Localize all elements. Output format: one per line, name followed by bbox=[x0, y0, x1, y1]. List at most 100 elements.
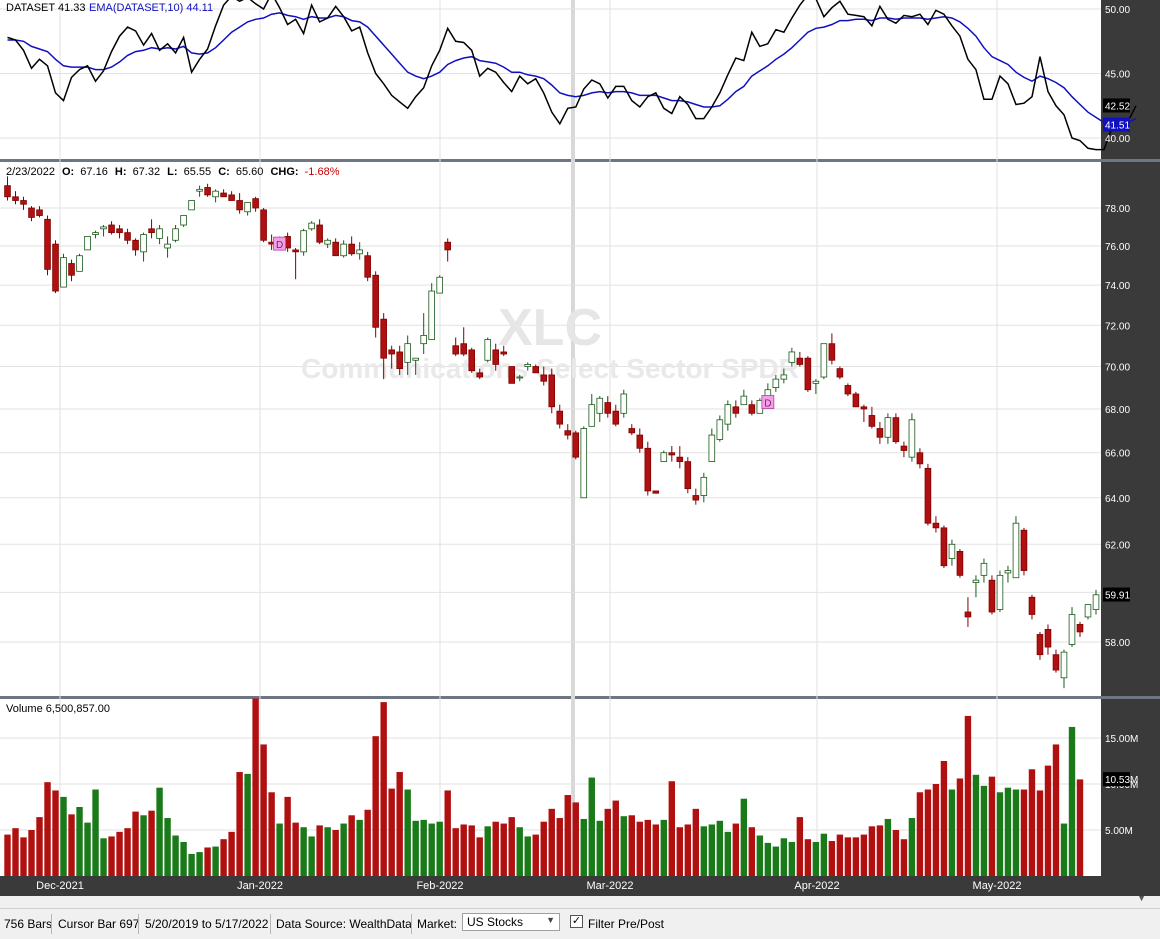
candle-body bbox=[468, 349, 475, 372]
candle-body bbox=[1036, 634, 1044, 656]
candle-body bbox=[1052, 654, 1060, 671]
candle-body bbox=[812, 380, 820, 384]
date-range: 5/20/2019 to 5/17/2022 bbox=[145, 917, 269, 931]
candle-body bbox=[948, 543, 956, 559]
candle-body bbox=[460, 343, 467, 355]
volume-bar bbox=[780, 838, 788, 876]
horizontal-scroll-strip[interactable] bbox=[0, 896, 1160, 908]
volume-bar bbox=[452, 828, 459, 876]
price-tick-label: 58.00 bbox=[1105, 638, 1130, 649]
volume-bar bbox=[868, 826, 876, 876]
volume-bar bbox=[836, 834, 844, 876]
candle-body bbox=[156, 228, 163, 239]
volume-bar bbox=[4, 834, 11, 876]
indicator-layer bbox=[7, 0, 1137, 151]
volume-bar bbox=[612, 800, 619, 876]
volume-bar bbox=[1012, 789, 1020, 876]
filter-checkbox[interactable]: ✓ bbox=[570, 915, 583, 928]
volume-bar bbox=[188, 853, 195, 876]
volume-bar bbox=[1052, 744, 1060, 876]
ema-line bbox=[7, 12, 1137, 124]
price-tick-label: 74.00 bbox=[1105, 281, 1130, 292]
volume-bar bbox=[236, 772, 243, 876]
candle-body bbox=[12, 196, 19, 201]
candle-body bbox=[492, 349, 500, 365]
volume-bar bbox=[212, 846, 219, 876]
volume-bar bbox=[404, 789, 411, 876]
data-source: Data Source: WealthData bbox=[276, 917, 412, 931]
candle-body bbox=[876, 428, 884, 438]
header-open: 67.16 bbox=[80, 166, 108, 178]
volume-bar bbox=[1044, 765, 1052, 876]
volume-bar bbox=[1076, 779, 1084, 876]
candle-body bbox=[324, 239, 331, 245]
volume-bar bbox=[1036, 790, 1044, 876]
volume-bar bbox=[1004, 787, 1012, 876]
volume-bar bbox=[220, 839, 227, 876]
candle-body bbox=[420, 335, 427, 345]
volume-bar bbox=[468, 825, 475, 876]
volume-bar bbox=[1020, 789, 1028, 876]
volume-bar bbox=[820, 833, 828, 876]
ema-last-tag-bg bbox=[1103, 117, 1130, 132]
candle-body bbox=[572, 432, 580, 458]
date-axis-strip[interactable] bbox=[0, 876, 1160, 896]
volume-bar bbox=[276, 823, 283, 876]
volume-bar bbox=[620, 816, 627, 876]
candle-body bbox=[436, 276, 443, 294]
candle-body bbox=[428, 290, 435, 340]
candle-body bbox=[204, 187, 211, 196]
volume-bar bbox=[132, 811, 139, 876]
market-select[interactable]: US Stocks ▼ bbox=[462, 913, 560, 931]
volume-bar bbox=[28, 830, 35, 876]
volume-bar bbox=[524, 836, 531, 876]
volume-bar bbox=[956, 778, 964, 876]
candle-body bbox=[860, 406, 868, 410]
volume-bar bbox=[668, 781, 676, 876]
scroll-down-arrow-icon[interactable]: ▼ bbox=[1137, 893, 1146, 903]
price-tick-label: 62.00 bbox=[1105, 540, 1130, 551]
chart-canvas: XLC Communications Select Sector SPDR DD… bbox=[0, 0, 1160, 896]
volume-bar bbox=[436, 821, 443, 876]
candle-body bbox=[212, 190, 219, 198]
candle-body bbox=[660, 452, 668, 463]
pane-splitter-bottom[interactable] bbox=[0, 696, 1160, 699]
volume-bar bbox=[228, 831, 235, 876]
candle-body bbox=[532, 366, 540, 374]
candle-body bbox=[836, 368, 844, 378]
cursor-bar: Cursor Bar 697 bbox=[58, 917, 140, 931]
check-icon: ✓ bbox=[571, 915, 582, 927]
price-axis-strip[interactable] bbox=[1101, 0, 1160, 876]
candle-body bbox=[180, 215, 187, 226]
candle-body bbox=[404, 343, 411, 363]
candle-body bbox=[244, 201, 251, 213]
volume-bar bbox=[492, 821, 499, 876]
volume-bar bbox=[708, 824, 716, 876]
candle-body bbox=[116, 228, 123, 234]
candle-body bbox=[476, 372, 483, 378]
volume-bar bbox=[20, 837, 27, 876]
candle-body bbox=[556, 410, 564, 425]
candle-body bbox=[220, 192, 227, 198]
volume-bar bbox=[396, 772, 403, 876]
volume-last-tag: 10.53M bbox=[1105, 775, 1138, 786]
candle-body bbox=[1068, 614, 1076, 645]
date-tick-label: Dec-2021 bbox=[36, 880, 84, 892]
volume-bar bbox=[980, 785, 988, 876]
header-high: 67.32 bbox=[133, 166, 161, 178]
volume-last-tag-bg bbox=[1103, 772, 1130, 787]
pane-splitter-top[interactable] bbox=[0, 159, 1160, 162]
candle-body bbox=[724, 404, 732, 425]
volume-bar bbox=[924, 789, 932, 876]
candle-body bbox=[644, 447, 652, 492]
volume-bar bbox=[724, 831, 732, 876]
volume-bar bbox=[564, 795, 571, 876]
candle-body bbox=[996, 574, 1004, 610]
candle-body bbox=[588, 404, 596, 427]
candle-body bbox=[1092, 594, 1100, 610]
candle-body bbox=[340, 243, 347, 257]
header-low: 65.55 bbox=[184, 166, 212, 178]
volume-bar bbox=[444, 790, 451, 876]
candle-body bbox=[932, 522, 940, 529]
candle-body bbox=[564, 430, 572, 436]
